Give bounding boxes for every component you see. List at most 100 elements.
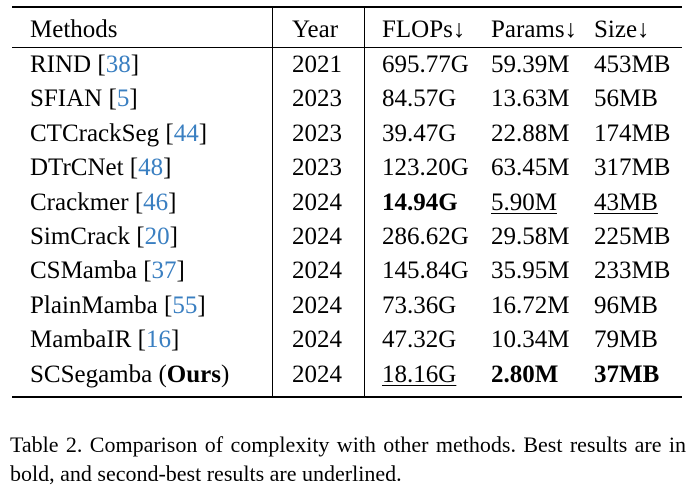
- table-cell-flops: 695.77G: [382, 51, 469, 78]
- table-row-method: PlainMamba [55]: [30, 291, 206, 321]
- header-params: Params↓: [491, 16, 578, 43]
- table-cell-params: 16.72M: [491, 292, 570, 319]
- citation-bracket-open: [: [97, 51, 106, 78]
- table-cell-params: 29.58M: [491, 223, 570, 250]
- citation-bracket-open: [: [129, 154, 139, 181]
- table-cell-year: 2023: [292, 120, 342, 147]
- table-cell-params: 2.80M: [491, 361, 559, 388]
- citation-bracket-close: ]: [130, 51, 140, 78]
- table-top-rule: [12, 6, 682, 8]
- method-suffix: ): [220, 361, 230, 388]
- citation-link[interactable]: 48: [138, 154, 164, 181]
- header-size: Size↓: [594, 16, 650, 43]
- table-row-method: SimCrack [20]: [30, 222, 178, 252]
- table-cell-flops: 286.62G: [382, 223, 469, 250]
- table-cell-size: 225MB: [594, 223, 671, 250]
- header-year: Year: [292, 16, 339, 43]
- citation-link[interactable]: 5: [116, 85, 130, 112]
- table-header-rule: [12, 47, 682, 48]
- header-flops: FLOPs↓: [382, 16, 466, 43]
- citation-bracket-open: [: [164, 292, 173, 319]
- citation-link[interactable]: 37: [151, 257, 177, 284]
- table-bottom-rule: [12, 396, 682, 398]
- citation-bracket-close: ]: [129, 85, 138, 112]
- table-cell-year: 2023: [292, 154, 342, 181]
- citation-bracket-open: [: [134, 189, 144, 216]
- method-name: CTCrackSeg: [30, 120, 166, 147]
- table-cell-year: 2021: [292, 51, 342, 78]
- table-cell-size: 317MB: [594, 154, 671, 181]
- header-methods: Methods: [30, 16, 118, 43]
- table-cell-params: 10.34M: [491, 326, 570, 353]
- table-cell-size: 56MB: [594, 85, 658, 112]
- table-cell-size: 453MB: [594, 51, 671, 78]
- table-row-method: RIND [38]: [30, 50, 139, 80]
- method-name: RIND: [30, 51, 98, 78]
- table-cell-params: 13.63M: [491, 85, 570, 112]
- citation-bracket-close: ]: [170, 326, 180, 353]
- method-name: CSMamba: [30, 257, 144, 284]
- table-cell-flops: 73.36G: [382, 292, 457, 319]
- table-cell-params: 5.90M: [491, 189, 557, 216]
- table-cell-year: 2024: [292, 223, 342, 250]
- citation-bracket-close: ]: [168, 189, 177, 216]
- table-cell-params: 59.39M: [491, 51, 570, 78]
- citation-bracket-close: ]: [198, 120, 208, 147]
- table-cell-flops: 84.57G: [382, 85, 457, 112]
- citation-bracket-close: ]: [197, 292, 206, 319]
- table-cell-flops: 123.20G: [382, 154, 469, 181]
- table-cell-flops: 145.84G: [382, 257, 469, 284]
- column-divider-year-metrics: [364, 8, 365, 396]
- table-caption: Table 2. Comparison of complexity with o…: [10, 432, 686, 486]
- table-cell-size: 37MB: [594, 361, 660, 388]
- table-cell-year: 2024: [292, 292, 342, 319]
- citation-link[interactable]: 38: [105, 51, 131, 78]
- table-row-method: CTCrackSeg [44]: [30, 119, 207, 149]
- citation-link[interactable]: 16: [145, 326, 171, 353]
- method-name: DTrCNet: [30, 154, 130, 181]
- table-cell-flops: 14.94G: [382, 189, 458, 216]
- table-cell-params: 63.45M: [491, 154, 570, 181]
- citation-bracket-open: [: [108, 85, 117, 112]
- citation-bracket-open: [: [136, 223, 145, 250]
- citation-link[interactable]: 55: [172, 292, 198, 319]
- citation-bracket-close: ]: [169, 223, 178, 250]
- table-cell-flops: 18.16G: [382, 361, 457, 388]
- column-divider-methods-year: [272, 8, 273, 396]
- method-name: Crackmer: [30, 189, 135, 216]
- method-name: SFIAN: [30, 85, 109, 112]
- table-cell-size: 43MB: [594, 189, 658, 216]
- table-cell-year: 2023: [292, 85, 342, 112]
- citation-bracket-open: [: [143, 257, 152, 284]
- table-cell-flops: 39.47G: [382, 120, 457, 147]
- table-row-method: DTrCNet [48]: [30, 153, 171, 183]
- table-cell-params: 22.88M: [491, 120, 570, 147]
- table-cell-year: 2024: [292, 189, 342, 216]
- table-row-method: SCSegamba (Ours): [30, 360, 229, 390]
- ours-label: Ours: [166, 361, 221, 388]
- table-cell-year: 2024: [292, 257, 342, 284]
- method-name: SimCrack: [30, 223, 137, 250]
- table-row-method: SFIAN [5]: [30, 84, 138, 114]
- table-cell-params: 35.95M: [491, 257, 570, 284]
- table-row-method: MambaIR [16]: [30, 325, 179, 355]
- table-cell-size: 79MB: [594, 326, 658, 353]
- table-cell-size: 233MB: [594, 257, 671, 284]
- method-name: PlainMamba: [30, 292, 165, 319]
- table-row-method: CSMamba [37]: [30, 256, 185, 286]
- citation-bracket-close: ]: [176, 257, 185, 284]
- citation-bracket-close: ]: [163, 154, 172, 181]
- table-cell-year: 2024: [292, 326, 342, 353]
- table-cell-size: 174MB: [594, 120, 671, 147]
- method-name: MambaIR: [30, 326, 138, 353]
- method-name: SCSegamba (: [30, 361, 167, 388]
- citation-link[interactable]: 20: [144, 223, 170, 250]
- citation-bracket-open: [: [165, 120, 174, 147]
- citation-link[interactable]: 46: [143, 189, 169, 216]
- table-cell-year: 2024: [292, 361, 342, 388]
- table-row-method: Crackmer [46]: [30, 188, 176, 218]
- table-cell-flops: 47.32G: [382, 326, 457, 353]
- citation-link[interactable]: 44: [173, 120, 199, 147]
- table-cell-size: 96MB: [594, 292, 658, 319]
- citation-bracket-open: [: [137, 326, 146, 353]
